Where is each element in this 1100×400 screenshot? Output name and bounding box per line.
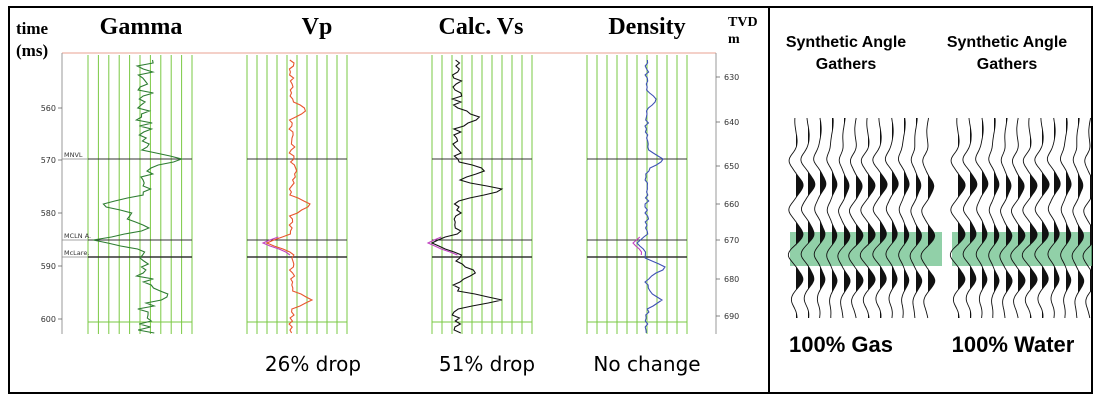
tvd-axis-label: TVD m: [728, 14, 758, 48]
tvd-tick-label: 630: [724, 73, 739, 82]
wiggle-fill-water: [1078, 118, 1084, 318]
tvd-tick-label: 660: [724, 200, 739, 209]
wiggle-trace-gas: [826, 117, 838, 318]
fluid-label-water: 100% Water: [951, 332, 1075, 357]
wiggle-trace-water: [999, 117, 1013, 319]
well-log-plot: MNVL MCLN A. McLare. 560 570 580 590 600 630 640…: [41, 52, 739, 334]
wiggle-trace-gas: [848, 117, 864, 319]
gathers-title-gas: Synthetic Angle Gathers: [785, 34, 907, 73]
wiggle-fill-gas: [904, 118, 910, 318]
wiggle-trace-gas: [884, 117, 899, 319]
time-axis-label: time (ms): [16, 18, 48, 62]
tvd-label-line1: TVD: [728, 15, 758, 30]
time-label-line2: (ms): [16, 41, 49, 60]
wiggle-fill-water: [1066, 118, 1072, 318]
wiggle-trace-water: [962, 117, 978, 319]
wiggle-fill-water: [1018, 118, 1025, 318]
wiggle-trace-gas: [800, 117, 816, 319]
wiggle-fill-gas: [868, 118, 876, 318]
time-tick-label: 600: [41, 315, 56, 324]
wiggle-fill-gas: [880, 118, 888, 318]
track-title-density: Density: [608, 14, 686, 40]
tvd-tick-label: 670: [724, 236, 739, 245]
marker-label: MCLN A.: [64, 232, 91, 240]
wiggle-trace-water: [1082, 117, 1092, 319]
time-tick-label: 590: [41, 262, 56, 271]
curve-vs: [430, 59, 504, 334]
wiggle-fill-gas: [796, 118, 804, 318]
time-tick-label: 570: [41, 156, 56, 165]
tvd-tick-label: 640: [724, 118, 739, 127]
wiggle-fill-gas: [820, 118, 826, 318]
curve-highlight-density: [632, 236, 643, 256]
track-title-vp: Vp: [301, 14, 333, 40]
curve-gamma: [93, 59, 184, 334]
wiggle-trace-gas: [898, 117, 910, 319]
track-title-vs: Calc. Vs: [438, 14, 524, 40]
track-title-gamma: Gamma: [99, 14, 183, 40]
caption-vp: 26% drop: [264, 352, 362, 376]
tvd-label-line2: m: [728, 32, 740, 47]
wiggle-fill-water: [1054, 118, 1061, 318]
wiggle-fill-water: [1030, 118, 1038, 318]
tvd-tick-label: 650: [724, 162, 739, 171]
wiggle-trace-gas: [920, 117, 936, 319]
wiggle-trace-water: [949, 117, 966, 319]
wiggle-trace-gas: [859, 117, 876, 319]
curve-density: [636, 59, 666, 334]
wiggle-trace-water: [975, 117, 989, 319]
wiggle-trace-gas: [787, 117, 804, 319]
wiggle-trace-gas: [909, 117, 923, 319]
wiggle-fill-gas: [916, 118, 922, 318]
marker-label: MNVL: [64, 151, 83, 159]
wiggle-fill-water: [982, 118, 988, 318]
fluid-label-gas: 100% Gas: [789, 332, 893, 357]
wiggle-trace-water: [988, 117, 1000, 318]
wiggle-trace-water: [1071, 117, 1085, 319]
wiggle-trace-water: [1010, 117, 1026, 319]
wiggle-fill-gas: [892, 118, 899, 318]
curve-highlight-vs: [426, 236, 458, 256]
time-tick-label: 580: [41, 209, 56, 218]
time-label-line1: time: [16, 19, 49, 38]
wiggle-fill-water: [1006, 118, 1012, 318]
wiggle-fill-water: [958, 118, 966, 318]
wiggle-trace-water: [1060, 117, 1072, 319]
curve-vp: [265, 59, 314, 334]
wiggle-fill-water: [994, 118, 999, 318]
wiggle-trace-water: [1021, 117, 1038, 319]
wiggle-trace-gas: [837, 117, 851, 319]
curve-highlight-vp: [261, 236, 291, 256]
caption-density: No change: [593, 352, 701, 376]
caption-vs: 51% drop: [438, 352, 536, 376]
wiggle-fill-gas: [844, 118, 850, 318]
wiggle-trace-gas: [872, 117, 888, 319]
wiggle-fill-gas: [832, 118, 837, 318]
marker-label: McLare.: [64, 249, 89, 257]
tvd-tick-label: 690: [724, 312, 739, 321]
wiggle-fill-water: [1042, 118, 1050, 318]
wiggle-trace-water: [1046, 117, 1061, 319]
synthetic-gathers-plot: [787, 117, 1092, 319]
gathers-title-water: Synthetic Angle Gathers: [946, 34, 1068, 73]
wiggle-trace-water: [1034, 117, 1050, 319]
tvd-tick-label: 680: [724, 275, 739, 284]
wiggle-fill-water: [1090, 118, 1092, 318]
wiggle-fill-gas: [856, 118, 863, 318]
synthetic-gathers-panel: [768, 6, 1093, 394]
time-tick-label: 560: [41, 104, 56, 113]
wiggle-fill-gas: [928, 118, 935, 318]
wiggle-trace-gas: [813, 117, 827, 319]
